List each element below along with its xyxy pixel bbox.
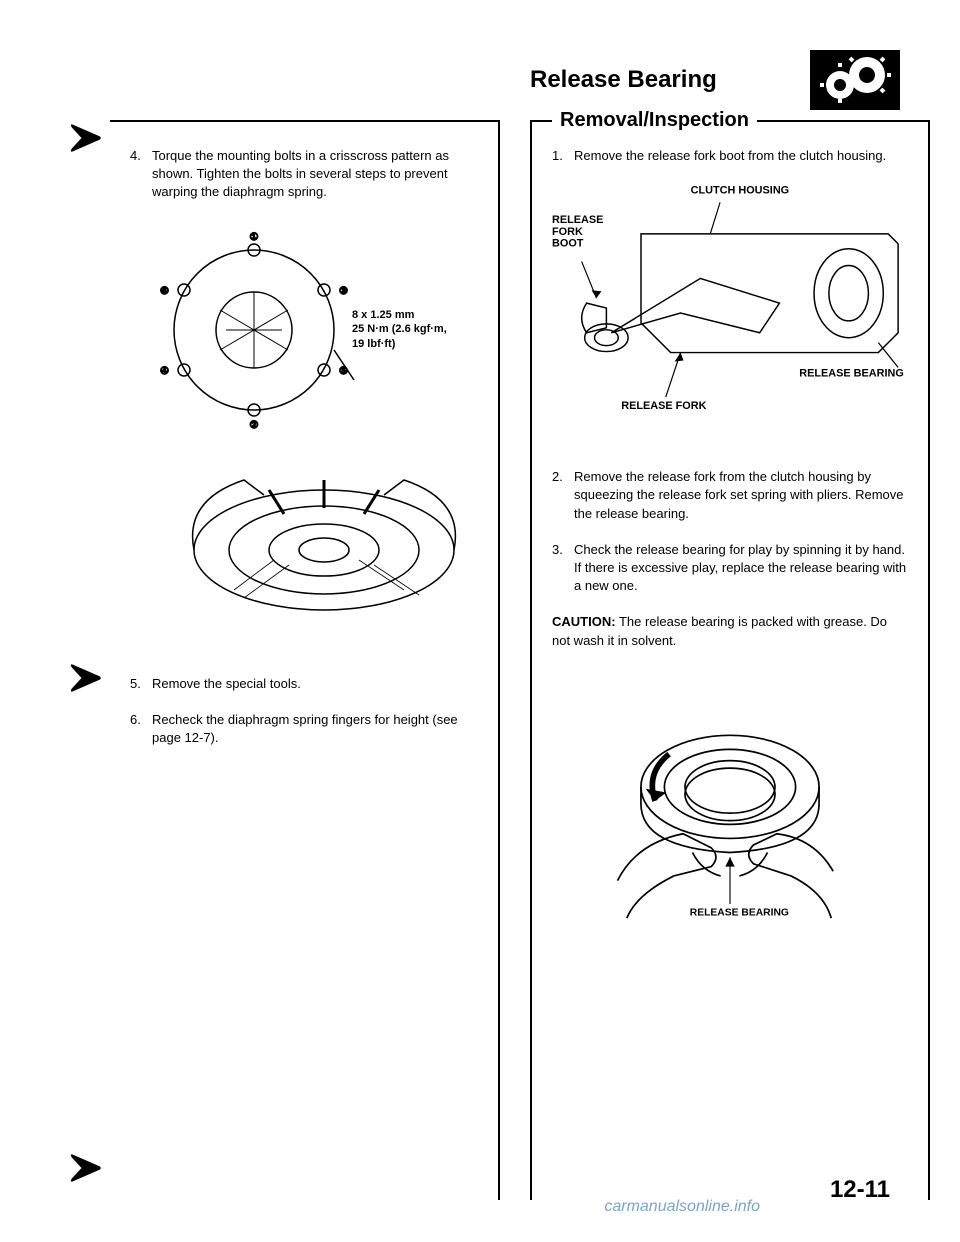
step-item: 3. Check the release bearing for play by… [552,541,908,596]
label-release-bearing: RELEASE BEARING [799,368,908,380]
label-release-fork-boot: RELEASE FORK BOOT [552,214,621,250]
label-release-bearing-2: RELEASE BEARING [674,907,805,918]
page-number: 12-11 [830,1176,890,1204]
step-number: 2. [552,468,574,523]
margin-arrow-icon [68,660,104,696]
step-item: 2. Remove the release fork from the clut… [552,468,908,523]
step-text: Remove the release fork from the clutch … [574,468,908,523]
figure-release-fork: CLUTCH HOUSING RELEASE FORK BOOT [552,183,908,443]
svg-text:①: ① [250,232,259,243]
step-item: 6. Recheck the diaphragm spring fingers … [130,711,478,747]
left-column: 4. Torque the mounting bolts in a crissc… [110,120,500,1200]
svg-text:⑥: ⑥ [160,286,169,297]
left-steps-list-cont: 5. Remove the special tools. 6. Recheck … [130,675,478,748]
right-steps-list: 1. Remove the release fork boot from the… [552,147,908,165]
torque-spec: 8 x 1.25 mm 25 N·m (2.6 kgf·m, 19 lbf·ft… [352,308,472,351]
caution-label: CAUTION: [552,614,616,629]
step-number: 5. [130,675,152,693]
label-clutch-housing: CLUTCH HOUSING [661,185,819,197]
svg-text:②: ② [250,420,259,431]
margin-arrow-icon [68,1150,104,1186]
step-item: 5. Remove the special tools. [130,675,478,693]
watermark: carmanualsonline.info [604,1198,760,1216]
step-item: 4. Torque the mounting bolts in a crissc… [130,147,478,202]
section-title: Removal/Inspection [552,109,757,132]
gear-icon [810,50,900,110]
step-text: Remove the special tools. [152,675,478,693]
step-text: Check the release bearing for play by sp… [574,541,908,596]
step-number: 6. [130,711,152,747]
figure-bolt-pattern: ① ③ ⑤ ② ④ ⑥ 8 x 1.25 mm 25 N·m (2.6 kgf·… [130,220,478,650]
page-header: Release Bearing [530,50,900,110]
figure-hand-bearing: RELEASE BEARING [552,680,908,950]
svg-text:④: ④ [160,366,169,377]
step-item: 1. Remove the release fork boot from the… [552,147,908,165]
right-steps-list-cont: 2. Remove the release fork from the clut… [552,468,908,595]
margin-arrow-icon [68,120,104,156]
right-column: Removal/Inspection 1. Remove the release… [530,120,930,1200]
left-steps-list: 4. Torque the mounting bolts in a crissc… [130,147,478,202]
step-number: 1. [552,147,574,165]
page: Release Bearing [20,20,940,1222]
svg-text:③: ③ [339,286,348,297]
step-text: Recheck the diaphragm spring fingers for… [152,711,478,747]
step-number: 4. [130,147,152,202]
caution-note: CAUTION: The release bearing is packed w… [552,613,908,649]
label-release-fork: RELEASE FORK [621,400,740,412]
step-text: Remove the release fork boot from the cl… [574,147,908,165]
step-number: 3. [552,541,574,596]
step-text: Torque the mounting bolts in a crisscros… [152,147,478,202]
page-title: Release Bearing [530,66,717,94]
